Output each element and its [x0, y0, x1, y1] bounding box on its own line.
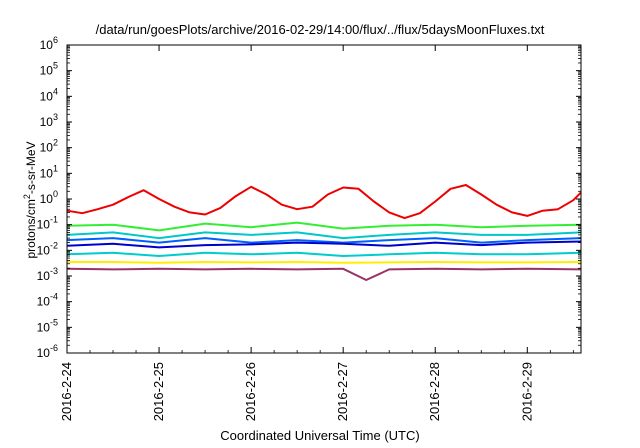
x-tick-label-1: 2016-2-25	[151, 362, 166, 421]
plot-frame	[66, 44, 582, 354]
series-line-0	[66, 184, 582, 220]
series-line-3	[66, 237, 582, 244]
y-axis: 10-6 10-5 10-4 10-3 10-2 10-1 100 101 102 103 104 1…	[37, 35, 581, 360]
y-tick-label-10: 104	[40, 86, 58, 103]
series-line-4	[66, 240, 582, 249]
y-tick-label-6: 100	[40, 189, 58, 206]
y-tick-label-4: 10-2	[37, 240, 58, 257]
x-tick-label-5: 2016-2-29	[519, 362, 534, 421]
y-tick-label-5: 10-1	[37, 215, 58, 232]
y-tick-label-3: 10-3	[37, 266, 58, 283]
y-tick-label-9: 103	[40, 112, 58, 129]
y-tick-label-7: 101	[40, 163, 58, 180]
series-layer	[66, 184, 582, 281]
y-tick-label-1: 10-5	[37, 317, 58, 334]
x-tick-label-0: 2016-2-24	[59, 362, 74, 421]
series-line-7	[66, 267, 582, 281]
chart-title: /data/run/goesPlots/archive/2016-02-29/1…	[95, 22, 545, 37]
x-axis-label: Coordinated Universal Time (UTC)	[220, 428, 420, 443]
series-line-6	[67, 261, 582, 264]
y-tick-label-12: 106	[40, 35, 58, 52]
series-line-2	[66, 231, 582, 240]
series-line-1	[66, 221, 582, 232]
x-tick-label-4: 2016-2-28	[427, 362, 442, 421]
series-line-5	[66, 251, 582, 257]
y-tick-label-0: 10-6	[37, 343, 58, 360]
x-tick-label-3: 2016-2-27	[335, 362, 350, 421]
x-tick-label-2: 2016-2-26	[243, 362, 258, 421]
y-tick-label-11: 105	[40, 61, 58, 78]
y-axis-label: protons/cm2-s-sr-MeV	[22, 141, 38, 259]
y-tick-label-8: 102	[40, 138, 58, 155]
x-axis: 2016-2-24 2016-2-25 2016-2-26 2016-2-27 2016…	[59, 45, 574, 421]
y-tick-label-2: 10-4	[37, 292, 58, 309]
